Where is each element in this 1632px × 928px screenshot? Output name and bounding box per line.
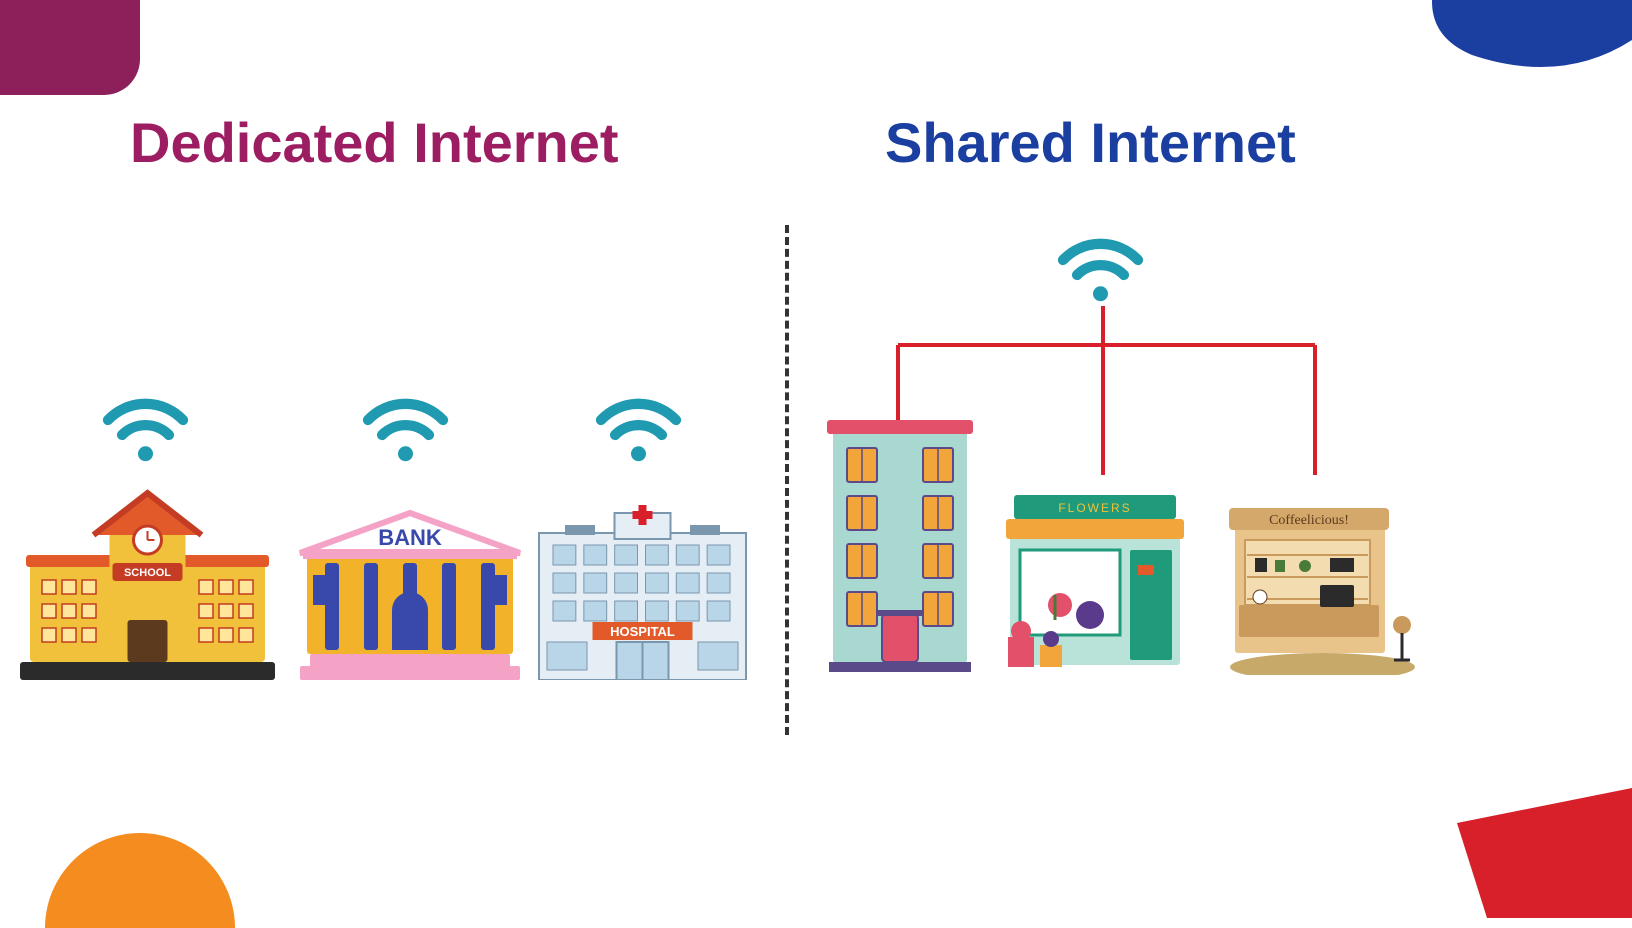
building-school: SCHOOL: [20, 485, 275, 680]
svg-text:BANK: BANK: [378, 525, 442, 550]
svg-text:Coffeelicious!: Coffeelicious!: [1269, 513, 1349, 528]
svg-text:HOSPITAL: HOSPITAL: [610, 624, 675, 639]
svg-text:FLOWERS: FLOWERS: [1058, 501, 1131, 515]
building-flowers: FLOWERS: [1000, 495, 1190, 675]
svg-text:SCHOOL: SCHOOL: [124, 567, 171, 579]
building-apartment: [825, 410, 975, 672]
building-coffee: Coffeelicious!: [1225, 500, 1420, 675]
building-hospital: HOSPITAL: [535, 505, 750, 680]
building-bank: BANK: [295, 505, 525, 680]
shared-network-lines: [0, 0, 1632, 918]
